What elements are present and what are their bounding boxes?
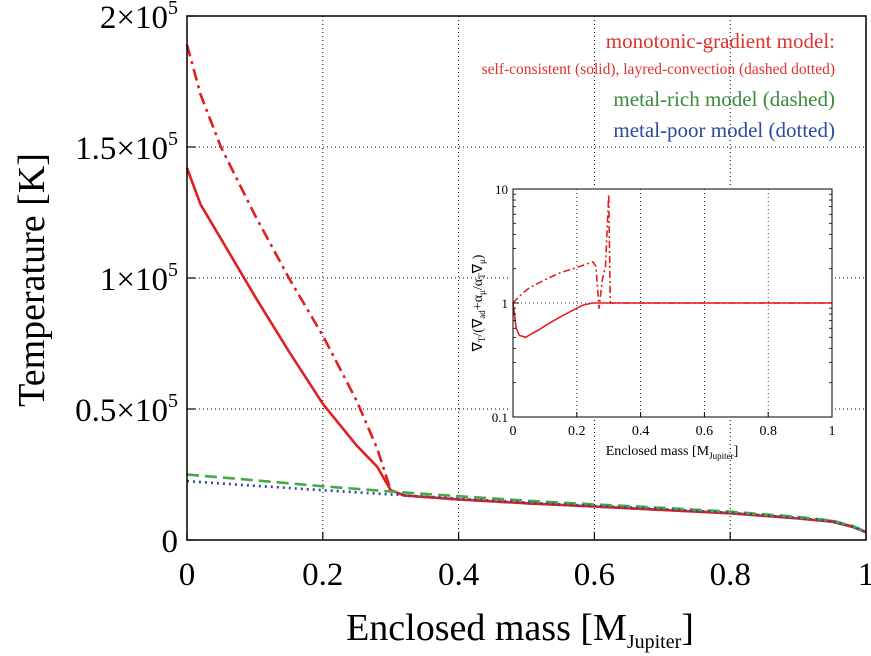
main-x-axis-label-text: Enclosed mass [M [346, 607, 627, 649]
main-x-tick-label: 0.2 [302, 557, 343, 593]
main-y-tick-label: 0.5×105 [75, 390, 178, 429]
inset-x-tick-label: 0.6 [696, 424, 714, 439]
inset-y-axis-label: ∇T/(∇ad+αμ/αT∇μ) [471, 254, 487, 352]
inset-y-tick-label: 0.1 [492, 410, 508, 425]
legend: monotonic-gradient model: self-consistent… [482, 29, 835, 142]
inset-x-axis-label-text: Enclosed mass [M [606, 444, 710, 459]
inset-x-axis-label: Enclosed mass [MJupiter] [606, 444, 739, 461]
inset-series [512, 193, 832, 339]
main-x-tick-label: 0 [179, 557, 196, 593]
legend-entry: metal-rich model (dashed) [613, 87, 835, 111]
main-y-tick-mantissa: 2×10 [100, 0, 168, 36]
main-x-tick-label: 0.4 [438, 557, 479, 593]
main-series-dotted-line [186, 479, 867, 534]
main-series-dashed-line [186, 473, 867, 533]
main-y-axis-label: Temperature [K] [11, 153, 53, 407]
main-y-tick-exponent: 5 [168, 259, 178, 281]
main-y-tick-label: 0 [162, 524, 179, 560]
main-y-tick-mantissa: 1.5×10 [75, 131, 168, 167]
main-series [185, 44, 867, 534]
main-x-axis-label: Enclosed mass [MJupiter] [346, 607, 694, 653]
inset-x-tick-label: 0.4 [632, 424, 650, 439]
main-x-tick-label: 0.8 [710, 557, 751, 593]
main-y-tick-exponent: 5 [168, 390, 178, 412]
main-y-tick-mantissa: 0 [162, 524, 179, 560]
main-y-tick-label: 1.5×105 [75, 128, 178, 167]
inset-y-tick-label: 1 [502, 296, 509, 311]
inset-x-axis-label-sub: Jupiter [709, 451, 734, 461]
main-y-tick-exponent: 5 [168, 0, 178, 19]
legend-entry: self-consistent (solid), layred-convecti… [482, 61, 835, 78]
main-y-tick-mantissa: 1×10 [100, 262, 168, 298]
inset-ticks: 0 0.2 0.4 0.6 0.8 1 0.1 1 10 [492, 182, 836, 439]
main-y-tick-mantissa: 0.5×10 [75, 393, 168, 429]
main-y-tick-exponent: 5 [168, 128, 178, 150]
inset-y-tick-label: 10 [495, 182, 508, 197]
main-chart: 0 0.2 0.4 0.6 0.8 100.5×1051×1051.5×1052×105 … [11, 0, 871, 653]
inset-x-axis-label-close: ] [734, 444, 739, 459]
main-x-tick-label: 0.6 [574, 557, 615, 593]
main-y-tick-label: 2×105 [100, 0, 178, 36]
main-x-axis-label-close: ] [681, 607, 694, 649]
inset-series-dashdot-line [512, 193, 832, 310]
legend-entry: metal-poor model (dotted) [613, 118, 835, 142]
inset-x-tick-label: 0 [510, 424, 517, 439]
inset-chart: 0 0.2 0.4 0.6 0.8 1 0.1 1 10 Enclosed mass [MJup… [471, 182, 836, 461]
main-y-tick-label: 1×105 [100, 259, 178, 298]
main-x-tick-label: 1 [858, 557, 871, 593]
main-grid [187, 16, 866, 540]
inset-x-tick-label: 0.2 [568, 424, 586, 439]
inset-x-tick-label: 1 [829, 424, 836, 439]
legend-entry: monotonic-gradient model: [606, 29, 835, 53]
main-x-axis-label-sub: Jupiter [627, 631, 682, 653]
inset-x-tick-label: 0.8 [759, 424, 777, 439]
